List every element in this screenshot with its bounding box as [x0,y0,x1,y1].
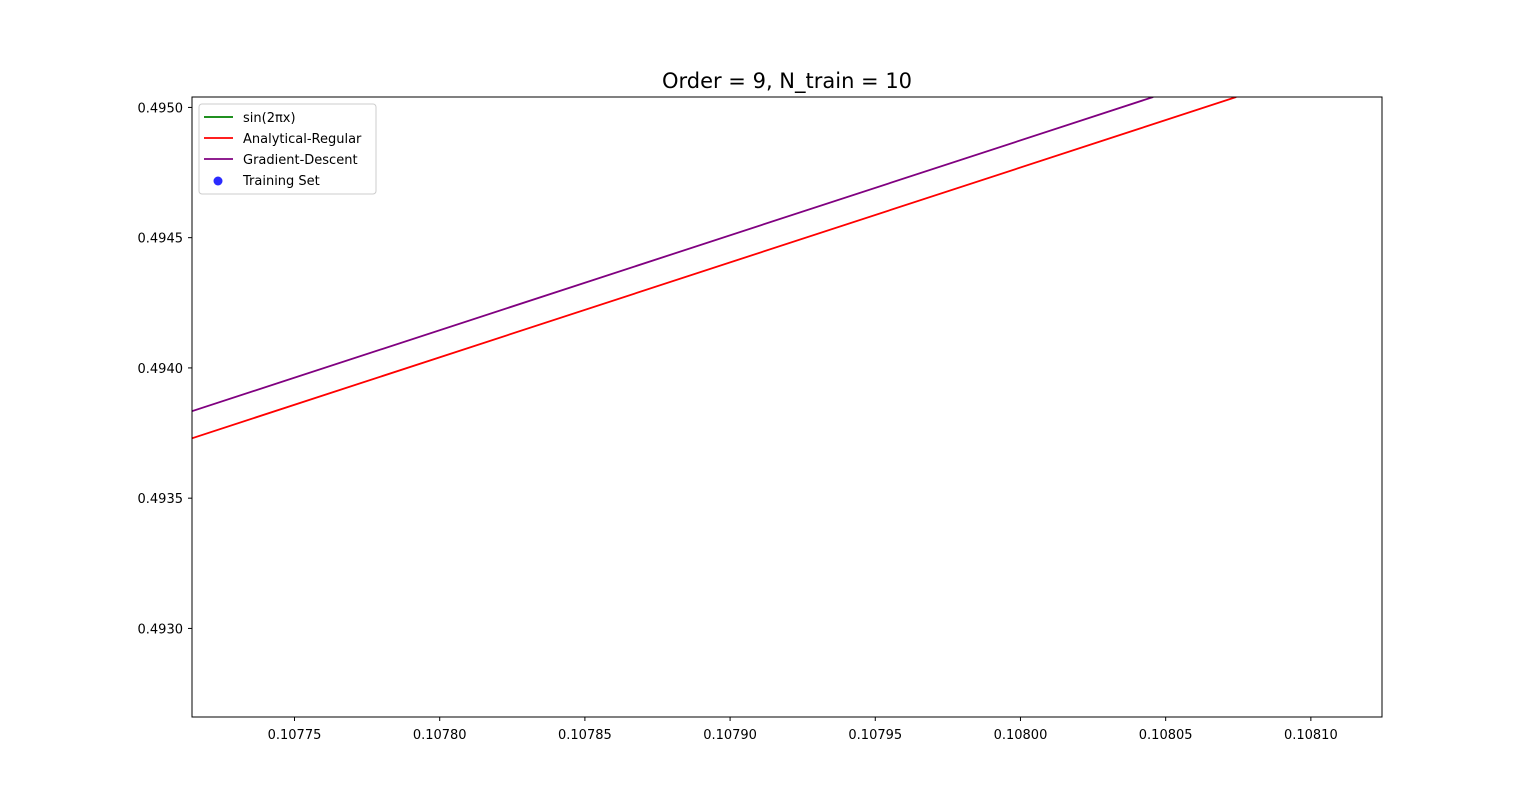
y-axis: 0.4930 0.4935 0.4940 0.4945 0.4950 [138,101,192,637]
legend: sin(2πx) Analytical-Regular Gradient-Desce… [198,103,377,195]
legend-label-3: Training Set [242,174,320,189]
chart-title: Order = 9, N_train = 10 [662,69,912,94]
x-axis: 0.10775 0.10780 0.10785 0.10790 0.10795 0.108… [268,717,1338,743]
x-tick-label: 0.10805 [1139,728,1193,743]
y-tick-label: 0.4935 [138,492,184,507]
x-tick-label: 0.10775 [268,728,322,743]
legend-box [198,103,377,195]
y-tick-label: 0.4940 [138,362,184,377]
x-tick-label: 0.10790 [703,728,757,743]
x-tick-label: 0.10795 [848,728,902,743]
series-line-1 [192,97,1237,440]
x-tick-label: 0.10785 [558,728,612,743]
y-tick-label: 0.4950 [138,101,184,116]
series-line-2 [192,97,1154,413]
y-tick-label: 0.4930 [138,622,184,637]
legend-label-0: sin(2πx) [243,111,296,126]
plot-frame [191,96,1383,718]
legend-label-2: Gradient-Descent [243,153,358,168]
legend-label-1: Analytical-Regular [243,132,362,147]
series-layer [192,97,1237,440]
x-tick-label: 0.10780 [413,728,467,743]
y-tick-label: 0.4945 [138,232,184,247]
x-tick-label: 0.10800 [994,728,1048,743]
x-tick-label: 0.10810 [1284,728,1338,743]
legend-marker-3 [213,176,223,186]
